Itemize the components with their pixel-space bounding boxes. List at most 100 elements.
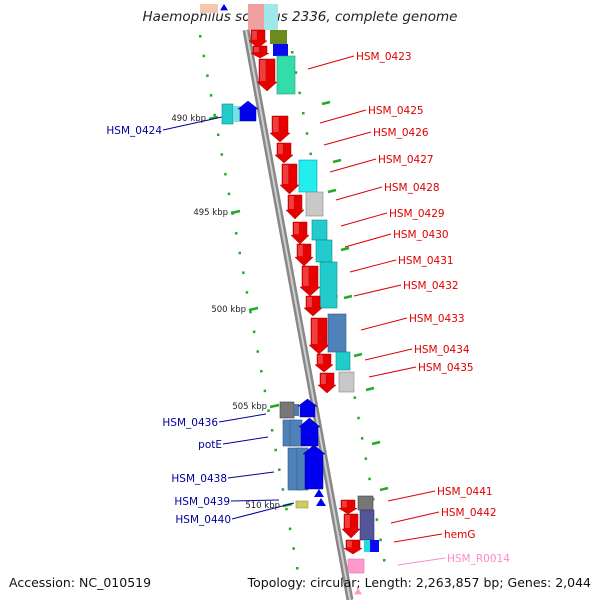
right-tick-dot (294, 71, 298, 74)
left-tick-dot (227, 192, 231, 196)
forward-gene-arrow (250, 45, 270, 59)
forward-gene-arrow-shine (298, 245, 303, 257)
forward-gene-arrow-shine (321, 374, 326, 384)
label-leader-lines (162, 55, 446, 566)
forward-gene-arrow-shine (278, 144, 283, 154)
right-major-tick (365, 386, 375, 392)
rna-arrow (354, 588, 362, 595)
right-major-tick (353, 352, 363, 358)
left-label-leader (231, 502, 295, 520)
gene-block (248, 4, 264, 30)
right-major-tick (327, 188, 337, 194)
domain-block (305, 191, 324, 217)
right-label-leader (335, 186, 383, 201)
gene-label-forward: HSM_R0014 (447, 553, 510, 565)
gene-label-forward: HSM_0428 (384, 182, 440, 194)
right-label-leader (353, 284, 402, 297)
forward-gene-arrow (256, 58, 278, 92)
gene-label-reverse: HSM_0439 (174, 496, 230, 508)
right-label-leader (387, 490, 436, 502)
right-tick-dot (309, 152, 312, 156)
right-label-leader (344, 233, 392, 248)
left-tick-dot (288, 527, 292, 531)
domain-block (279, 401, 295, 419)
domain-block (298, 159, 318, 193)
left-tick-dot (216, 133, 220, 137)
gene-label-forward: HSM_0442 (441, 507, 497, 519)
gene-label-forward: hemG (444, 529, 475, 541)
forward-gene-arrow-shine (342, 501, 347, 508)
right-tick-dot (383, 559, 386, 562)
left-tick-dot (249, 310, 252, 314)
gene-label-forward: HSM_0433 (409, 313, 465, 325)
right-tick-dot (353, 396, 357, 399)
left-tick-dot (252, 330, 256, 334)
left-tick-dot (278, 468, 281, 471)
gene-label-reverse: HSM_0436 (162, 417, 218, 429)
domain-block (327, 313, 347, 353)
domain-block (319, 261, 338, 309)
genome-backbone (242, 29, 354, 600)
scale-tick-label: 490 kbp (171, 114, 206, 124)
right-label-leader (340, 212, 388, 227)
right-tick-dot (291, 51, 294, 54)
gene-label-forward: HSM_0434 (414, 344, 470, 356)
gene-label-forward: HSM_0430 (393, 229, 449, 241)
forward-gene-arrow-shine (318, 355, 323, 364)
left-tick-dot (224, 172, 227, 176)
gene-label-forward: HSM_0441 (437, 486, 493, 498)
domain-block (270, 30, 287, 44)
left-label-leader (227, 471, 275, 479)
forward-gene-arrow (294, 243, 314, 267)
forward-gene-arrow (343, 539, 363, 555)
reverse-gene-arrow (314, 489, 324, 497)
right-tick-dot (302, 111, 305, 115)
domain-block (295, 500, 309, 509)
scale-tick-label: 495 kbp (193, 208, 228, 218)
accession-label: Accession: NC_010519 (9, 575, 152, 590)
forward-gene-arrow (338, 499, 358, 515)
forward-gene-arrow-shine (345, 515, 350, 528)
scale-tick (230, 209, 241, 215)
forward-gene-arrow (285, 194, 305, 220)
gene-label-reverse: HSM_0424 (106, 125, 162, 137)
right-label-leader (323, 131, 372, 146)
right-label-leader (360, 317, 408, 331)
right-tick-dot (364, 457, 368, 460)
scale-tick-label: 510 kbp (245, 501, 280, 511)
gene-label-forward: HSM_0427 (378, 154, 434, 166)
domain-block (233, 106, 240, 122)
domain-block (276, 55, 296, 95)
right-label-leader (319, 109, 367, 124)
left-tick-dot (234, 232, 238, 235)
right-label-leader (397, 557, 446, 566)
gene-label-reverse: potE (198, 439, 222, 451)
scale-tick-label: 500 kbp (211, 305, 246, 315)
forward-gene-arrow-shine (307, 297, 312, 307)
reverse-gene-block (273, 44, 288, 56)
forward-gene-arrow (299, 265, 321, 297)
scale-tick (248, 306, 259, 312)
gene-label-forward: HSM_0426 (373, 127, 429, 139)
right-label-leader (349, 259, 397, 273)
right-major-tick (371, 440, 381, 446)
forward-gene-arrow (279, 163, 300, 195)
forward-gene-arrow (341, 513, 361, 539)
reverse-gene-arrow (298, 417, 321, 447)
left-label-leader (162, 116, 223, 131)
reverse-gene-arrow (316, 498, 326, 506)
gene-features (200, 4, 379, 595)
gene-label-forward: HSM_0431 (398, 255, 454, 267)
left-tick-dot (199, 35, 202, 38)
right-label-leader (364, 348, 413, 361)
forward-gene-arrow (308, 317, 330, 355)
right-major-tick (332, 158, 342, 164)
gene-label-forward: HSM_0425 (368, 105, 424, 117)
domain-block (357, 495, 374, 511)
domain-block (335, 351, 351, 371)
gene-label-reverse: HSM_0438 (171, 473, 227, 485)
domain-block (359, 509, 375, 541)
left-tick-dot (292, 547, 295, 550)
right-tick-dot (360, 437, 364, 440)
